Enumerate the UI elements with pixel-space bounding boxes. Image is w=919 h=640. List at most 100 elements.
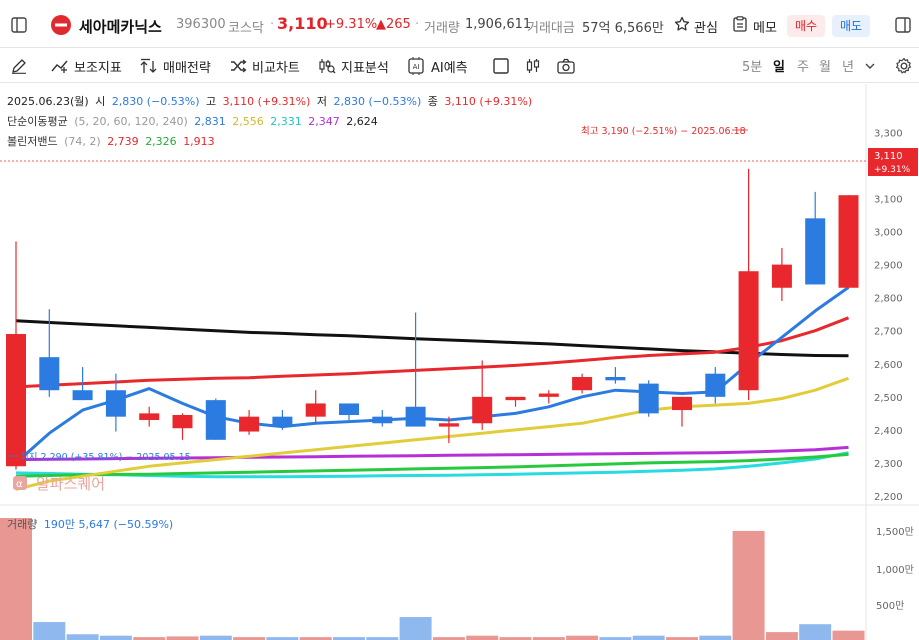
gear-icon[interactable]: [893, 55, 915, 77]
candle-body: [438, 423, 459, 427]
candle-body: [605, 377, 626, 381]
sell-button[interactable]: 매도: [832, 15, 870, 37]
ma60-line: [15, 376, 850, 491]
volume-bar: [599, 637, 632, 640]
sidebar-toggle-icon[interactable]: [8, 14, 30, 36]
star-icon[interactable]: [673, 15, 691, 33]
price-chart[interactable]: 2,200 2,300 2,400 2,500 2,600 2,700 2,800 2,900…: [0, 84, 919, 640]
high-label: 고: [206, 95, 217, 108]
ma120-line: [15, 452, 849, 478]
ma-label: 단순이동평균: [7, 115, 68, 128]
volume-bar: [799, 624, 832, 640]
candlestick-icon[interactable]: [523, 56, 543, 76]
square-icon[interactable]: [491, 56, 511, 76]
indicator-icon: [51, 60, 68, 73]
volume-label: 거래량: [424, 21, 460, 36]
volume-bar: [366, 637, 399, 640]
open-label: 시: [95, 95, 106, 108]
candle-body: [205, 400, 226, 440]
period-year[interactable]: 년: [842, 60, 854, 75]
candle-body: [39, 357, 60, 391]
buy-button[interactable]: 매수: [787, 15, 825, 37]
price-tick-label: 2,900: [874, 261, 903, 272]
volume-bars: [0, 518, 865, 640]
stock-code: 396300: [176, 17, 226, 32]
chart-canvas[interactable]: 2,200 2,300 2,400 2,500 2,600 2,700 2,800 2,900…: [0, 84, 919, 640]
change-percent: +9.31%: [325, 17, 378, 32]
candle-body: [305, 403, 326, 417]
volume-bar: [466, 635, 499, 640]
analysis-label: 지표분석: [341, 60, 389, 76]
volume-tick-label: 500만: [876, 600, 904, 612]
period-day[interactable]: 일: [773, 60, 785, 75]
camera-icon[interactable]: [556, 56, 576, 76]
price-tick-label: 2,300: [874, 459, 903, 470]
volume-value: 1,906,611: [465, 17, 532, 32]
max-price-annotation: 최고 3,190 (−2.51%) − 2025.06.18: [581, 126, 746, 137]
candle-body: [672, 396, 692, 411]
volume-bar: [532, 637, 565, 640]
volume-bar: [133, 637, 166, 640]
info-date: 2025.06.23(월): [7, 95, 89, 108]
period-month[interactable]: 월: [819, 60, 831, 75]
price-tick-label: 2,600: [874, 360, 903, 371]
analysis-button[interactable]: 지표분석: [318, 56, 389, 76]
candle-body: [838, 195, 859, 288]
price-tick-label: 3,000: [874, 228, 903, 239]
volume-bar: [299, 637, 332, 640]
candle-search-icon: [319, 59, 336, 74]
close-label: 종: [427, 95, 438, 108]
candle-body: [538, 393, 559, 397]
stock-name: 세아메카닉스: [79, 18, 162, 36]
candle-body: [372, 416, 393, 424]
period-5min[interactable]: 5분: [742, 60, 763, 75]
amount-value: 57억 6,566만: [582, 21, 664, 36]
candle-body: [805, 218, 826, 285]
change-amount: ▲265: [376, 17, 411, 32]
panel-toggle-icon[interactable]: [892, 14, 914, 36]
price-tick-label: 3,300: [874, 128, 903, 139]
volume-legend: 거래량 190만 5,647 (−50.59%): [7, 516, 176, 532]
watermark-logo: [13, 476, 27, 490]
bb-label: 볼린저밴드: [7, 135, 58, 148]
volume-bar: [832, 630, 865, 640]
bb-lower-value: 1,913: [183, 135, 215, 148]
volume-bar: [99, 635, 132, 640]
volume-bar: [499, 637, 532, 640]
volume-bar: [765, 632, 798, 640]
price-tag-percent: +9.31%: [874, 165, 911, 175]
compare-button[interactable]: 비교차트: [230, 56, 300, 76]
pen-icon[interactable]: [9, 56, 29, 76]
volume-bar: [199, 635, 232, 640]
volume-bar: [699, 635, 732, 640]
chevron-down-icon[interactable]: [862, 57, 878, 75]
price-axis: 2,200 2,300 2,400 2,500 2,600 2,700 2,800 2,900…: [874, 128, 914, 612]
candle-body: [6, 334, 26, 467]
price-tick-label: 2,800: [874, 294, 903, 305]
ma-params: (5, 20, 60, 120, 240): [74, 115, 188, 128]
volume-bar: [399, 617, 432, 640]
ai-forecast-button[interactable]: AI AI예측: [406, 56, 468, 76]
memo-button[interactable]: 메모: [753, 21, 777, 36]
svg-text:AI: AI: [413, 63, 420, 71]
strategy-label: 매매전략: [163, 60, 211, 76]
volume-bar: [632, 635, 665, 640]
candlesticks: [6, 168, 859, 470]
volume-tick-label: 1,000만: [876, 564, 914, 576]
price-tick-label: 3,100: [874, 195, 903, 206]
volume-bar: [432, 637, 465, 640]
bollinger-upper-line: [15, 445, 849, 462]
bollinger-lower-line: [15, 451, 849, 479]
ai-chip-icon: AI: [408, 57, 424, 75]
ma20-value: 2,556: [232, 115, 264, 128]
candle-body: [272, 416, 293, 427]
candle-body: [572, 377, 593, 391]
indicator-button[interactable]: 보조지표: [51, 56, 122, 76]
candle-body: [239, 416, 260, 432]
candle-body: [638, 383, 659, 414]
period-week[interactable]: 주: [797, 60, 809, 75]
strategy-button[interactable]: 매매전략: [140, 56, 211, 76]
favorite-button[interactable]: 관심: [694, 21, 718, 36]
low-value: 2,830 (−0.53%): [333, 95, 422, 108]
memo-icon[interactable]: [731, 15, 749, 33]
